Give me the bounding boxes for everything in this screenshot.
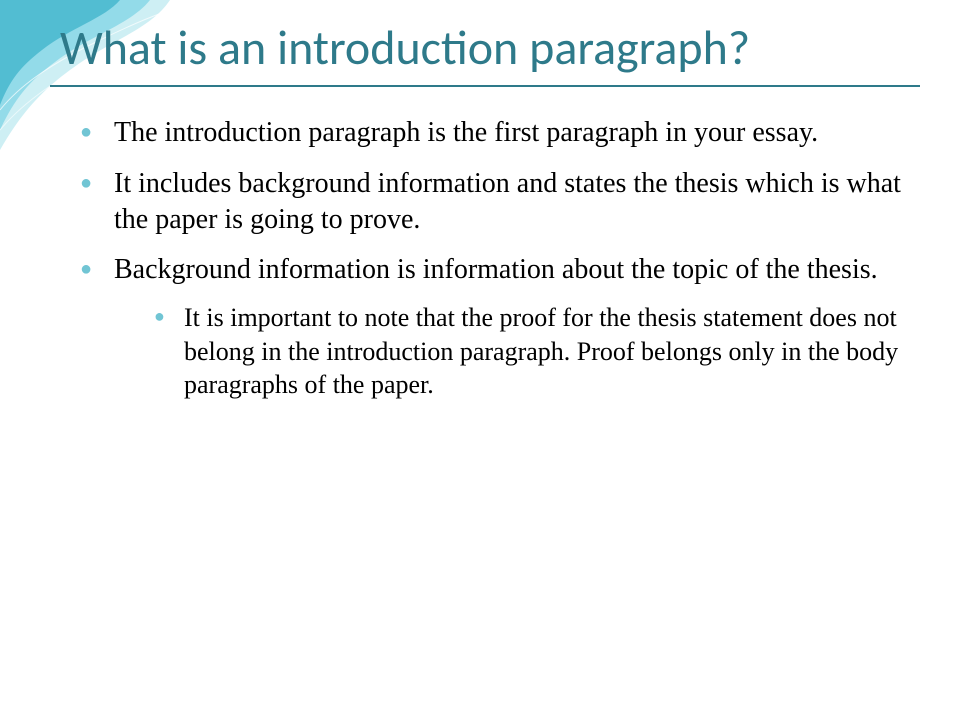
slide-content: What is an introduction paragraph? The i… xyxy=(0,0,960,456)
bullet-item: Background information is information ab… xyxy=(80,252,920,402)
slide-title: What is an introduction paragraph? xyxy=(50,20,920,75)
bullet-list: The introduction paragraph is the first … xyxy=(50,115,920,402)
bullet-text: Background information is information ab… xyxy=(114,254,878,285)
bullet-text: It includes background information and s… xyxy=(114,168,901,235)
bullet-item: The introduction paragraph is the first … xyxy=(80,115,920,151)
sub-bullet-list: It is important to note that the proof f… xyxy=(114,301,920,402)
sub-bullet-text: It is important to note that the proof f… xyxy=(184,303,898,400)
bullet-text: The introduction paragraph is the first … xyxy=(114,117,818,148)
slide: What is an introduction paragraph? The i… xyxy=(0,0,960,720)
bullet-item: It includes background information and s… xyxy=(80,166,920,239)
title-underline xyxy=(50,85,920,87)
sub-bullet-item: It is important to note that the proof f… xyxy=(154,301,920,402)
